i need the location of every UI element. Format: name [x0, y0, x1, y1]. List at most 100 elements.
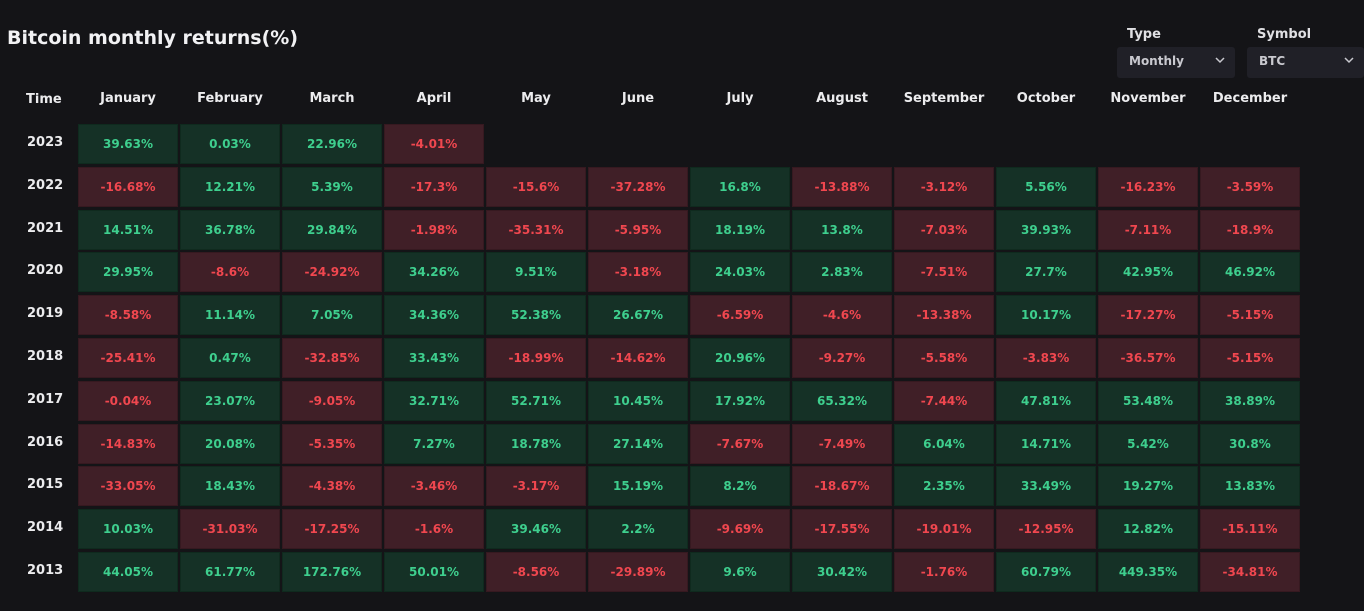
- return-cell[interactable]: 2.83%: [792, 252, 892, 292]
- return-cell[interactable]: 18.78%: [486, 424, 586, 464]
- return-cell[interactable]: 12.82%: [1098, 509, 1198, 549]
- return-cell[interactable]: 20.96%: [690, 338, 790, 378]
- return-cell[interactable]: 22.96%: [282, 124, 382, 164]
- return-cell[interactable]: 20.08%: [180, 424, 280, 464]
- return-cell[interactable]: -14.62%: [588, 338, 688, 378]
- return-cell[interactable]: -36.57%: [1098, 338, 1198, 378]
- return-cell[interactable]: 7.27%: [384, 424, 484, 464]
- return-cell[interactable]: -5.15%: [1200, 338, 1300, 378]
- return-cell[interactable]: 53.48%: [1098, 381, 1198, 421]
- return-cell[interactable]: -3.59%: [1200, 167, 1300, 207]
- return-cell[interactable]: 7.05%: [282, 295, 382, 335]
- return-cell[interactable]: 13.8%: [792, 210, 892, 250]
- return-cell[interactable]: 14.71%: [996, 424, 1096, 464]
- return-cell[interactable]: 27.7%: [996, 252, 1096, 292]
- return-cell[interactable]: -29.89%: [588, 552, 688, 592]
- return-cell[interactable]: -3.18%: [588, 252, 688, 292]
- return-cell[interactable]: -7.49%: [792, 424, 892, 464]
- return-cell[interactable]: 16.8%: [690, 167, 790, 207]
- return-cell[interactable]: -13.38%: [894, 295, 994, 335]
- return-cell[interactable]: -6.59%: [690, 295, 790, 335]
- return-cell[interactable]: 39.93%: [996, 210, 1096, 250]
- return-cell[interactable]: 27.14%: [588, 424, 688, 464]
- return-cell[interactable]: 8.2%: [690, 466, 790, 506]
- return-cell[interactable]: -12.95%: [996, 509, 1096, 549]
- return-cell[interactable]: 39.46%: [486, 509, 586, 549]
- return-cell[interactable]: 61.77%: [180, 552, 280, 592]
- return-cell[interactable]: -17.27%: [1098, 295, 1198, 335]
- return-cell[interactable]: -4.6%: [792, 295, 892, 335]
- return-cell[interactable]: -18.9%: [1200, 210, 1300, 250]
- return-cell[interactable]: 5.39%: [282, 167, 382, 207]
- return-cell[interactable]: 24.03%: [690, 252, 790, 292]
- return-cell[interactable]: -17.25%: [282, 509, 382, 549]
- return-cell[interactable]: 10.03%: [78, 509, 178, 549]
- return-cell[interactable]: 5.42%: [1098, 424, 1198, 464]
- return-cell[interactable]: -15.11%: [1200, 509, 1300, 549]
- return-cell[interactable]: -7.03%: [894, 210, 994, 250]
- return-cell[interactable]: -4.38%: [282, 466, 382, 506]
- return-cell[interactable]: -9.05%: [282, 381, 382, 421]
- return-cell[interactable]: -37.28%: [588, 167, 688, 207]
- return-cell[interactable]: 33.43%: [384, 338, 484, 378]
- return-cell[interactable]: 34.36%: [384, 295, 484, 335]
- return-cell[interactable]: -3.12%: [894, 167, 994, 207]
- return-cell[interactable]: 50.01%: [384, 552, 484, 592]
- return-cell[interactable]: -8.56%: [486, 552, 586, 592]
- return-cell[interactable]: -33.05%: [78, 466, 178, 506]
- return-cell[interactable]: -17.55%: [792, 509, 892, 549]
- return-cell[interactable]: -32.85%: [282, 338, 382, 378]
- return-cell[interactable]: 0.03%: [180, 124, 280, 164]
- return-cell[interactable]: 44.05%: [78, 552, 178, 592]
- return-cell[interactable]: 30.8%: [1200, 424, 1300, 464]
- return-cell[interactable]: -9.69%: [690, 509, 790, 549]
- return-cell[interactable]: -7.44%: [894, 381, 994, 421]
- return-cell[interactable]: 9.6%: [690, 552, 790, 592]
- return-cell[interactable]: 46.92%: [1200, 252, 1300, 292]
- return-cell[interactable]: -7.51%: [894, 252, 994, 292]
- return-cell[interactable]: -5.15%: [1200, 295, 1300, 335]
- return-cell[interactable]: 26.67%: [588, 295, 688, 335]
- return-cell[interactable]: -1.98%: [384, 210, 484, 250]
- return-cell[interactable]: -15.6%: [486, 167, 586, 207]
- return-cell[interactable]: 10.17%: [996, 295, 1096, 335]
- return-cell[interactable]: 52.38%: [486, 295, 586, 335]
- return-cell[interactable]: -5.95%: [588, 210, 688, 250]
- return-cell[interactable]: 29.95%: [78, 252, 178, 292]
- return-cell[interactable]: -18.99%: [486, 338, 586, 378]
- return-cell[interactable]: -31.03%: [180, 509, 280, 549]
- return-cell[interactable]: 60.79%: [996, 552, 1096, 592]
- return-cell[interactable]: 2.35%: [894, 466, 994, 506]
- return-cell[interactable]: 13.83%: [1200, 466, 1300, 506]
- return-cell[interactable]: -13.88%: [792, 167, 892, 207]
- return-cell[interactable]: -7.11%: [1098, 210, 1198, 250]
- return-cell[interactable]: 9.51%: [486, 252, 586, 292]
- return-cell[interactable]: -7.67%: [690, 424, 790, 464]
- return-cell[interactable]: 47.81%: [996, 381, 1096, 421]
- return-cell[interactable]: 14.51%: [78, 210, 178, 250]
- return-cell[interactable]: -5.35%: [282, 424, 382, 464]
- type-select[interactable]: Monthly: [1117, 47, 1235, 78]
- return-cell[interactable]: 30.42%: [792, 552, 892, 592]
- return-cell[interactable]: 65.32%: [792, 381, 892, 421]
- return-cell[interactable]: 5.56%: [996, 167, 1096, 207]
- return-cell[interactable]: 2.2%: [588, 509, 688, 549]
- return-cell[interactable]: 39.63%: [78, 124, 178, 164]
- symbol-select[interactable]: BTC: [1247, 47, 1364, 78]
- return-cell[interactable]: 29.84%: [282, 210, 382, 250]
- return-cell[interactable]: 33.49%: [996, 466, 1096, 506]
- return-cell[interactable]: 34.26%: [384, 252, 484, 292]
- return-cell[interactable]: -16.68%: [78, 167, 178, 207]
- return-cell[interactable]: 32.71%: [384, 381, 484, 421]
- return-cell[interactable]: 23.07%: [180, 381, 280, 421]
- return-cell[interactable]: -1.6%: [384, 509, 484, 549]
- return-cell[interactable]: -14.83%: [78, 424, 178, 464]
- return-cell[interactable]: 0.47%: [180, 338, 280, 378]
- return-cell[interactable]: -5.58%: [894, 338, 994, 378]
- return-cell[interactable]: -17.3%: [384, 167, 484, 207]
- return-cell[interactable]: 42.95%: [1098, 252, 1198, 292]
- return-cell[interactable]: 18.19%: [690, 210, 790, 250]
- return-cell[interactable]: -3.46%: [384, 466, 484, 506]
- return-cell[interactable]: 19.27%: [1098, 466, 1198, 506]
- return-cell[interactable]: 172.76%: [282, 552, 382, 592]
